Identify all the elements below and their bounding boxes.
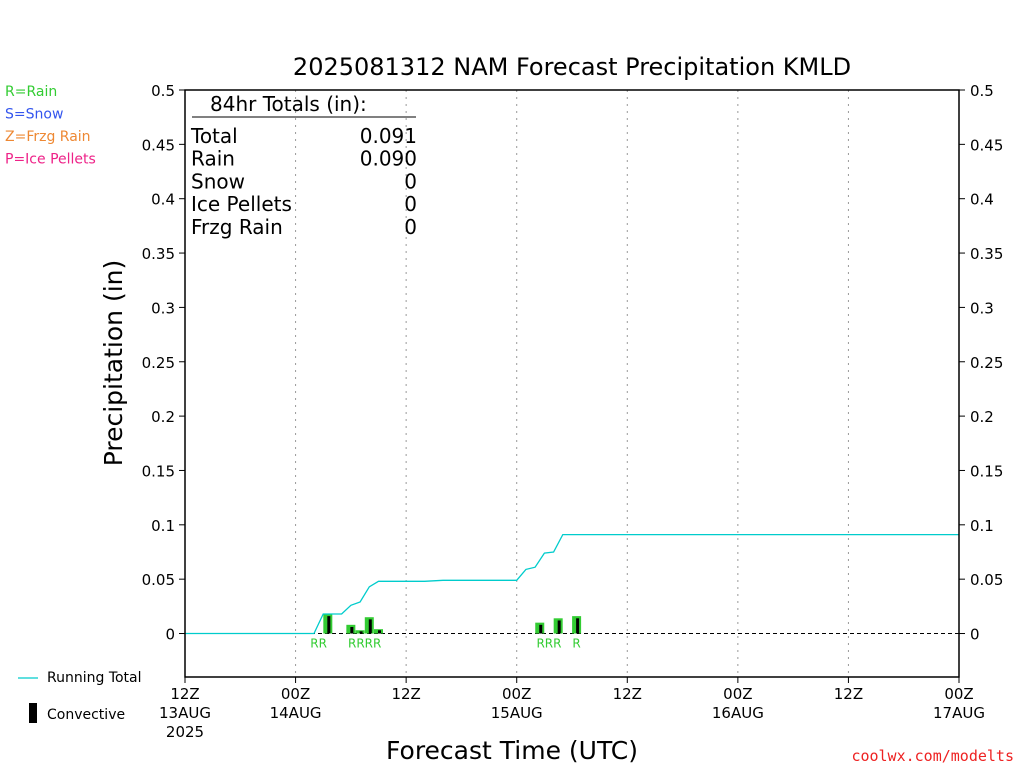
- totals-box: 84hr Totals (in): Total 0.091 Rain 0.090 Sno…: [190, 92, 417, 239]
- y-tick-label-right-6: 0.2: [970, 408, 994, 426]
- totals-rows: Total 0.091 Rain 0.090 Snow 0 Ice Pellets 0 Frzg…: [190, 124, 417, 239]
- x-tick-label-7-0: 00Z: [944, 685, 973, 703]
- x-axis-label: Forecast Time (UTC): [386, 736, 638, 765]
- y-tick-label-right-9: 0.05: [970, 571, 1003, 589]
- y-tick-label-left-2: 0.4: [151, 191, 175, 209]
- convective-bar-1: [350, 626, 354, 634]
- y-tick-layer: 0.5 0.5 0.45 0.45 0.4 0.4 0.35 0.35 0.3 0.3 0.25 0.…: [142, 82, 1004, 644]
- legend-convective-label: Convective: [47, 707, 125, 723]
- type-key-0: R=Rain: [5, 84, 57, 100]
- y-tick-label-right-1: 0.45: [970, 136, 1003, 154]
- credit-text: coolwx.com/modelts: [851, 747, 1014, 765]
- totals-label-1: Rain: [191, 147, 235, 171]
- convective-bar-6: [557, 620, 561, 634]
- x-tick-label-3-1: 15AUG: [491, 704, 543, 722]
- precip-type-layer: RR RRRR RRR R: [310, 637, 581, 651]
- convective-bar-4: [378, 630, 381, 634]
- type-key-3: P=Ice Pellets: [5, 152, 96, 168]
- running-total-line: [185, 533, 959, 635]
- totals-value-1: 0.090: [360, 147, 417, 171]
- y-tick-label-left-8: 0.1: [151, 517, 175, 535]
- x-tick-label-2-0: 12Z: [391, 685, 420, 703]
- y-tick-label-right-3: 0.35: [970, 245, 1003, 263]
- x-tick-label-5-1: 16AUG: [712, 704, 764, 722]
- type-key-1: S=Snow: [5, 107, 63, 123]
- bar-layer: [323, 613, 582, 634]
- totals-value-0: 0.091: [360, 124, 417, 148]
- totals-label-0: Total: [190, 124, 238, 148]
- y-tick-label-left-6: 0.2: [151, 408, 175, 426]
- precip-type-label-2: RRR: [536, 637, 561, 651]
- x-tick-label-0-1: 13AUG: [159, 704, 211, 722]
- y-tick-label-right-0: 0.5: [970, 82, 994, 100]
- y-tick-label-left-0: 0.5: [151, 82, 175, 100]
- x-tick-label-4-0: 12Z: [613, 685, 642, 703]
- convective-bar-3: [368, 619, 372, 634]
- chart-title: 2025081312 NAM Forecast Precipitation KM…: [293, 53, 851, 81]
- y-tick-label-left-3: 0.35: [142, 245, 175, 263]
- y-tick-label-left-5: 0.25: [142, 354, 175, 372]
- totals-heading: 84hr Totals (in):: [210, 92, 367, 116]
- totals-value-2: 0: [404, 169, 417, 193]
- y-tick-label-right-8: 0.1: [970, 517, 994, 535]
- running-total-layer: [185, 533, 959, 635]
- legend: Running Total Convective: [18, 670, 142, 723]
- type-key-2: Z=Frzg Rain: [5, 129, 91, 145]
- y-tick-label-left-4: 0.3: [151, 299, 175, 317]
- totals-value-3: 0: [404, 192, 417, 216]
- grid-layer: [295, 90, 849, 677]
- y-tick-label-right-5: 0.25: [970, 354, 1003, 372]
- precip-type-label-1: RRRR: [348, 637, 381, 651]
- legend-running-total-label: Running Total: [47, 670, 142, 686]
- x-tick-label-0-0: 12Z: [170, 685, 199, 703]
- y-tick-label-left-7: 0.15: [142, 462, 175, 480]
- totals-label-4: Frzg Rain: [191, 215, 283, 239]
- totals-label-3: Ice Pellets: [191, 192, 292, 216]
- convective-bar-5: [539, 624, 543, 634]
- convective-bar-7: [576, 618, 580, 634]
- convective-bar-2: [359, 631, 363, 634]
- x-tick-label-0-2: 2025: [166, 723, 204, 741]
- totals-label-2: Snow: [191, 169, 245, 193]
- precip-type-label-3: R: [572, 637, 580, 651]
- x-tick-label-5-0: 00Z: [723, 685, 752, 703]
- x-tick-label-1-0: 00Z: [281, 685, 310, 703]
- y-axis-label: Precipitation (in): [99, 260, 128, 467]
- x-tick-label-3-0: 00Z: [502, 685, 531, 703]
- x-tick-label-7-1: 17AUG: [933, 704, 985, 722]
- convective-bar-0: [327, 616, 331, 634]
- y-tick-label-right-4: 0.3: [970, 299, 994, 317]
- x-tick-label-6-0: 12Z: [834, 685, 863, 703]
- legend-convective-swatch: [29, 703, 37, 723]
- precip-type-key: R=Rain S=Snow Z=Frzg Rain P=Ice Pellets: [5, 84, 96, 168]
- y-tick-label-left-10: 0: [165, 626, 175, 644]
- y-tick-label-left-9: 0.05: [142, 571, 175, 589]
- y-tick-label-right-10: 0: [970, 626, 980, 644]
- precip-type-label-0: RR: [310, 637, 327, 651]
- x-tick-label-1-1: 14AUG: [270, 704, 322, 722]
- y-tick-label-left-1: 0.45: [142, 136, 175, 154]
- totals-value-4: 0: [404, 215, 417, 239]
- y-tick-label-right-7: 0.15: [970, 462, 1003, 480]
- plot-frame: [184, 89, 960, 678]
- y-tick-label-right-2: 0.4: [970, 191, 994, 209]
